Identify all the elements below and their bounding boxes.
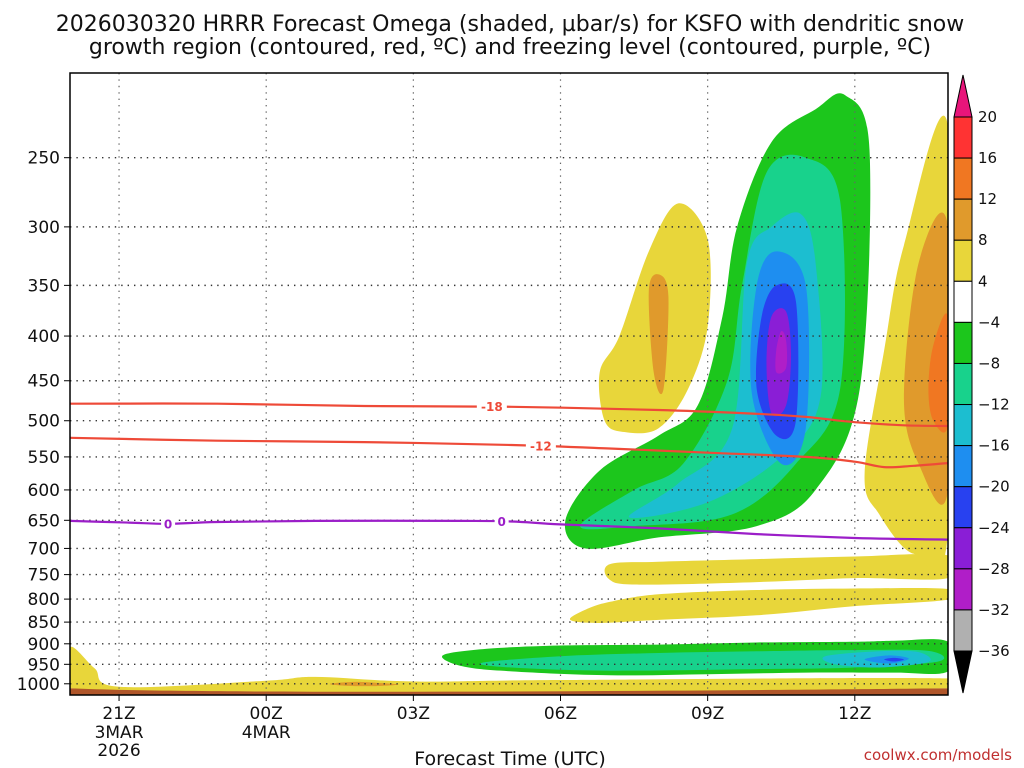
x-axis-label: Forecast Time (UTC) [414, 748, 605, 768]
colorbar-label: 12 [978, 190, 997, 208]
credit-text: coolwx.com/models [864, 746, 1012, 764]
colorbar-swatch [953, 404, 973, 447]
colorbar-label: −32 [978, 601, 1010, 619]
colorbar-label: −8 [978, 354, 1000, 372]
contour-label-bg [161, 516, 176, 531]
y-tick-label: 750 [28, 566, 60, 586]
contour-label-bg [476, 399, 507, 414]
y-axis: 2503003504004505005506006507007508008509… [17, 149, 70, 695]
omega-shading [70, 93, 948, 695]
colorbar: 20 16 12 8 4 −4 −8 −12 −16 −20 −24 −28 −32 −36 [953, 74, 1010, 694]
region-low-band-5 [884, 657, 904, 662]
colorbar-label: 8 [978, 231, 988, 249]
colorbar-swatch [953, 445, 973, 488]
chart-title-line1: 2026030320 HRRR Forecast Omega (shaded, … [56, 12, 965, 37]
y-tick-label: 650 [28, 511, 60, 531]
region-yellow-band-mid [569, 588, 948, 623]
x-date-label: 4MAR [242, 723, 291, 743]
colorbar-swatch [953, 157, 973, 200]
y-tick-label: 1000 [17, 675, 60, 695]
colorbar-swatch [953, 280, 973, 323]
x-tick-label: 03Z [397, 704, 430, 724]
region-low-warm [70, 646, 948, 692]
region-yellow-band-upper [604, 553, 948, 585]
contour-dgz-minus12 [70, 436, 948, 469]
contour-label-bg [494, 514, 509, 529]
colorbar-under-arrow [953, 650, 973, 694]
y-tick-label: 350 [28, 276, 60, 296]
colorbar-label: −20 [978, 478, 1010, 496]
y-tick-label: 600 [28, 481, 60, 501]
colorbar-label: −36 [978, 642, 1010, 660]
colorbar-label: −12 [978, 396, 1010, 414]
y-tick-label: 700 [28, 539, 60, 559]
contour-labels: -18 -12 0 0 [161, 399, 556, 531]
colorbar-label: 16 [978, 149, 997, 167]
colorbar-swatch [953, 239, 973, 282]
colorbar-swatch [953, 486, 973, 529]
region-upper-yellow-core [648, 274, 669, 395]
x-tick-label: 00Z [250, 704, 283, 724]
y-tick-label: 550 [28, 448, 60, 468]
colorbar-label: −4 [978, 313, 1000, 331]
contour-label-dgz-minus12: -12 [530, 440, 552, 454]
x-tick-label: 09Z [691, 704, 724, 724]
colorbar-swatch [953, 527, 973, 570]
x-tick-label: 12Z [838, 704, 871, 724]
region-magenta-plume [775, 330, 788, 374]
contour-label-dgz-minus18: -18 [481, 400, 503, 414]
y-tick-label: 850 [28, 613, 60, 633]
region-ne-red [928, 313, 948, 433]
y-tick-label: 250 [28, 149, 60, 169]
grid [70, 73, 948, 695]
colorbar-swatch [953, 198, 973, 241]
colorbar-swatch [953, 362, 973, 406]
x-year-label: 2026 [97, 741, 140, 761]
y-tick-label: 800 [28, 590, 60, 610]
contour-dgz-minus18 [70, 402, 948, 428]
colorbar-label: −28 [978, 560, 1010, 578]
contour-label-freezing-level: 0 [164, 517, 172, 531]
colorbar-swatch [953, 568, 973, 611]
x-date-label: 3MAR [95, 723, 144, 743]
colorbar-label: 20 [978, 108, 997, 126]
region-low-warm-core [329, 681, 399, 687]
contour-label-bg [525, 439, 556, 454]
y-tick-label: 450 [28, 372, 60, 392]
x-tick-label: 21Z [102, 704, 135, 724]
y-tick-label: 400 [28, 327, 60, 347]
colorbar-label: 4 [978, 272, 988, 290]
y-tick-label: 500 [28, 412, 60, 432]
chart-title-line2: growth region (contoured, red, ºC) and f… [89, 35, 931, 60]
region-low-band-2 [479, 649, 945, 671]
x-tick-label: 06Z [544, 704, 577, 724]
colorbar-over-arrow [953, 74, 973, 118]
contour-label-freezing-level: 0 [497, 515, 505, 529]
colorbar-swatch [953, 321, 973, 364]
colorbar-label: −16 [978, 437, 1010, 455]
colorbar-swatch [953, 116, 973, 159]
y-tick-label: 900 [28, 635, 60, 655]
y-tick-label: 300 [28, 218, 60, 238]
y-tick-label: 950 [28, 655, 60, 675]
colorbar-swatch [953, 609, 973, 652]
plot-frame [69, 72, 949, 696]
colorbar-label: −24 [978, 519, 1010, 537]
